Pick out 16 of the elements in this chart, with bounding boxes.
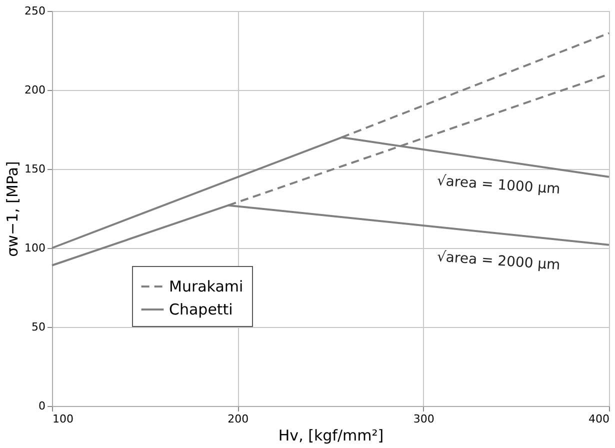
x-tick-label: 300 [413, 412, 434, 426]
x-tick-label: 200 [228, 412, 249, 426]
y-tick-label: 50 [32, 320, 46, 334]
legend-label: Chapetti [169, 300, 233, 318]
y-tick-label: 0 [38, 400, 46, 412]
annotation: √area = 1000 μm [436, 173, 561, 198]
x-axis-title: Hv, [kgf/mm²] [278, 426, 384, 444]
annotation: √area = 2000 μm [436, 249, 561, 274]
y-tick-label: 250 [24, 4, 46, 18]
y-tick-label: 100 [24, 242, 46, 254]
legend-label: Murakami [169, 278, 244, 296]
x-tick-label: 100 [52, 412, 74, 426]
x-tick-label: 400 [588, 412, 610, 426]
y-tick-label: 150 [24, 162, 46, 176]
y-tick-label: 200 [24, 84, 46, 96]
y-axis-title: σw−1, [MPa] [4, 161, 22, 257]
